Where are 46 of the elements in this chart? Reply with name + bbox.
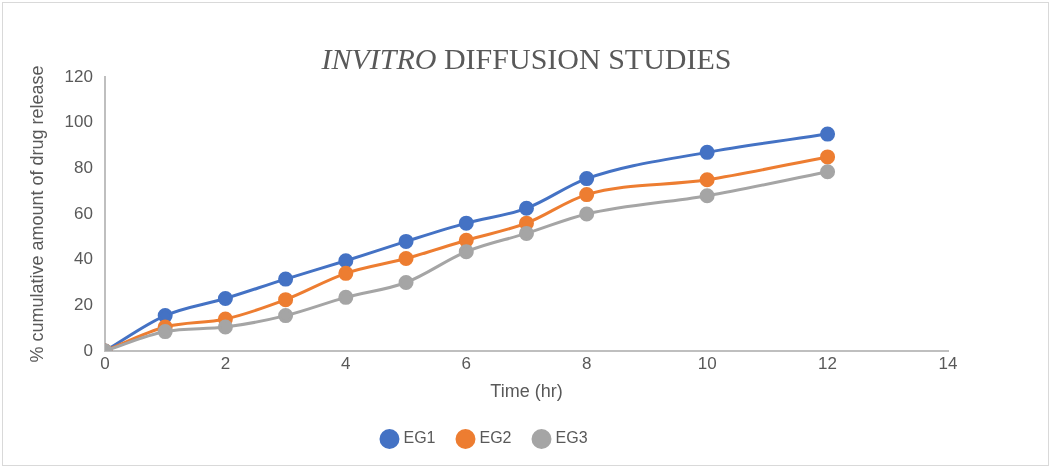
- y-axis-title: % cumulative amount of drug release: [26, 65, 47, 363]
- point: [217, 290, 233, 306]
- point: [579, 206, 595, 222]
- x-tick-label: 6: [461, 353, 471, 373]
- y-tick-label: 80: [74, 158, 93, 178]
- point: [398, 233, 414, 249]
- point: [518, 200, 534, 216]
- point: [278, 308, 294, 324]
- point: [217, 319, 233, 335]
- point: [579, 171, 595, 187]
- x-tick-label: 8: [581, 353, 592, 373]
- y-tick-label: 0: [83, 340, 93, 360]
- x-tick-label: 12: [818, 353, 838, 373]
- x-tick-label: 10: [697, 353, 717, 373]
- point: [820, 149, 836, 165]
- x-tick-label: 4: [341, 353, 351, 373]
- y-tick-label: 60: [74, 203, 93, 223]
- point: [518, 225, 534, 241]
- chart-title: INVITRO DIFFUSION STUDIES: [320, 42, 732, 75]
- point: [699, 144, 715, 160]
- y-tick-label: 120: [64, 66, 93, 86]
- point: [338, 289, 354, 305]
- x-axis-title: Time (hr): [490, 381, 563, 402]
- point: [398, 275, 414, 290]
- point: [458, 244, 474, 260]
- point: [579, 187, 595, 203]
- x-tick-label: 0: [100, 353, 110, 373]
- legend-label: EG1: [403, 429, 436, 447]
- point: [157, 324, 173, 340]
- point: [699, 188, 715, 204]
- point: [278, 292, 294, 308]
- legend-label: EG3: [555, 429, 588, 447]
- point: [820, 126, 836, 142]
- y-tick-label: 20: [74, 295, 93, 315]
- point: [398, 251, 414, 267]
- point: [278, 271, 294, 287]
- point: [338, 265, 354, 281]
- legend-label: EG2: [479, 429, 512, 447]
- y-tick-label: 40: [74, 249, 93, 269]
- y-tick-label: 100: [64, 112, 93, 132]
- point: [699, 172, 715, 188]
- x-tick-label: 2: [220, 353, 231, 373]
- point: [338, 253, 354, 269]
- point: [820, 164, 836, 180]
- point: [458, 215, 474, 231]
- x-tick-label: 14: [938, 353, 958, 373]
